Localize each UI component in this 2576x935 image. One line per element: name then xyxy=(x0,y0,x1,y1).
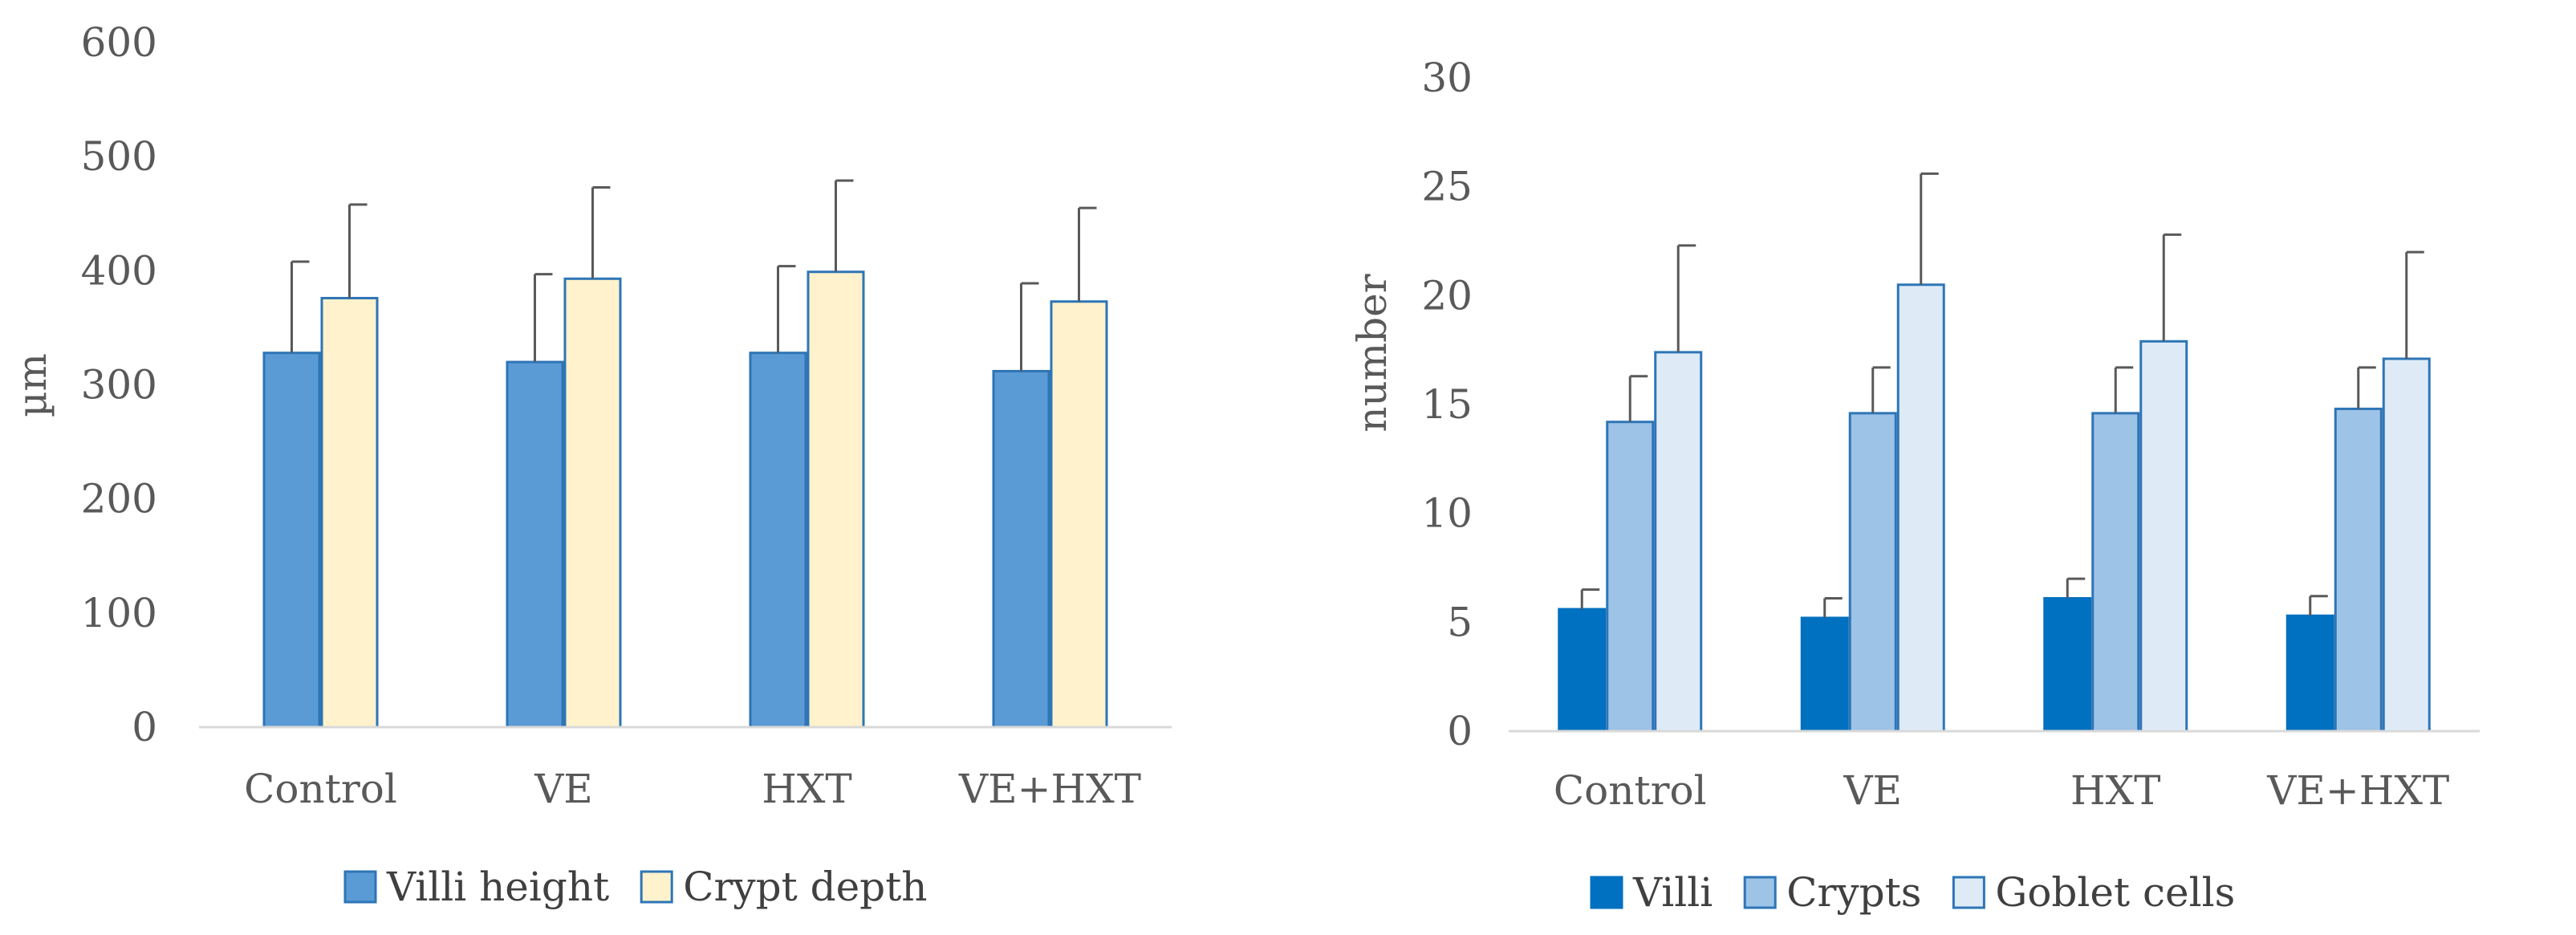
y-tick-label: 500 xyxy=(81,133,157,180)
y-tick-label: 0 xyxy=(1447,708,1473,754)
y-tick-label: 15 xyxy=(1421,381,1473,428)
bar xyxy=(992,369,1050,729)
bar xyxy=(2043,596,2092,733)
bar xyxy=(1050,300,1108,729)
bar xyxy=(1606,421,1655,733)
y-axis-title: µm xyxy=(9,353,55,417)
y-tick-label: 400 xyxy=(81,247,157,294)
y-tick-label: 20 xyxy=(1421,272,1473,319)
bar xyxy=(320,296,379,729)
x-tick-label: VE+HXT xyxy=(958,766,1141,812)
bar xyxy=(2091,412,2140,733)
legend-label: Goblet cells xyxy=(1995,869,2235,916)
bar xyxy=(1654,351,1703,733)
y-tick-label: 300 xyxy=(81,362,157,409)
y-tick-label: 0 xyxy=(132,704,157,750)
bar xyxy=(2285,614,2334,733)
bar xyxy=(2139,339,2188,733)
legend-swatch xyxy=(343,870,377,904)
y-tick-label: 25 xyxy=(1421,164,1473,210)
bar xyxy=(1558,608,1607,733)
y-tick-label: 600 xyxy=(81,19,157,66)
y-tick-label: 30 xyxy=(1421,55,1473,101)
y-tick-label: 100 xyxy=(81,590,157,636)
villi-crypt-chart: 0 100 200 300 400 500 600 µm Control VE HXT VE+HXT V… xyxy=(9,19,1172,910)
x-tick-label: Control xyxy=(244,766,397,812)
y-tick-label: 5 xyxy=(1447,599,1473,645)
x-tick-label: VE xyxy=(1843,767,1902,814)
x-tick-label: VE+HXT xyxy=(2266,767,2449,814)
bar xyxy=(563,277,622,729)
y-axis-title: number xyxy=(1349,274,1396,432)
bar xyxy=(1800,616,1849,733)
x-tick-label: VE xyxy=(534,766,593,812)
legend-swatch xyxy=(1952,876,1985,909)
y-tick-label: 200 xyxy=(81,476,157,522)
legend-swatch xyxy=(640,870,673,904)
x-tick-label: Control xyxy=(1554,767,1707,814)
bar xyxy=(2382,357,2431,733)
x-tick-label: HXT xyxy=(2070,767,2161,814)
bar xyxy=(2334,407,2383,733)
bar xyxy=(749,352,807,729)
x-tick-label: HXT xyxy=(762,766,852,812)
legend-label: Crypt depth xyxy=(683,864,927,910)
legend-label: Villi xyxy=(1632,869,1713,916)
legend-swatch xyxy=(1590,876,1623,909)
bar xyxy=(1848,412,1897,733)
legend-swatch xyxy=(1743,876,1777,909)
bar xyxy=(807,270,865,729)
y-tick-label: 10 xyxy=(1421,490,1473,537)
bar xyxy=(1896,283,1945,733)
legend-label: Villi height xyxy=(386,864,609,910)
bar xyxy=(506,360,564,729)
bar xyxy=(262,352,321,729)
cell-count-chart: 0 5 10 15 20 25 30 number Control VE HXT VE+HXT Vill… xyxy=(1349,55,2480,916)
legend-label: Crypts xyxy=(1786,869,1921,916)
